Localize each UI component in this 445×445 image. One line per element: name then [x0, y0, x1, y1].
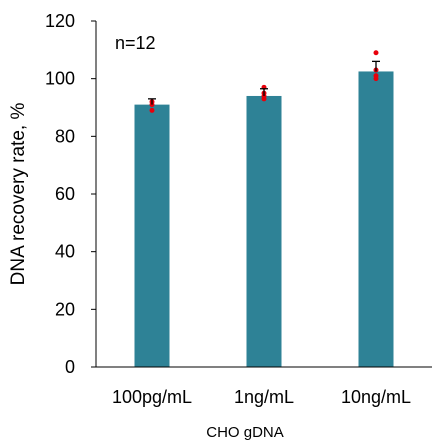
- bar: [246, 95, 282, 367]
- y-tick-label: 60: [55, 184, 75, 204]
- y-tick-label: 0: [65, 357, 75, 377]
- data-point: [373, 50, 379, 56]
- x-tick-label: 10ng/mL: [341, 387, 411, 407]
- data-point: [373, 73, 379, 79]
- x-axis-title: CHO gDNA: [206, 424, 284, 441]
- bars-layer: [134, 71, 394, 367]
- n-annotation: n=12: [115, 33, 156, 53]
- x-ticks: 100pg/mL 1ng/mL 10ng/mL: [112, 387, 411, 407]
- y-tick-label: 20: [55, 299, 75, 319]
- x-tick-label: 100pg/mL: [112, 387, 192, 407]
- y-axis-title: DNA recovery rate, %: [8, 103, 29, 286]
- y-ticks: 0 20 40 60 80 100 120: [45, 11, 96, 377]
- y-tick-label: 80: [55, 126, 75, 146]
- data-point: [149, 107, 155, 113]
- x-tick-label: 1ng/mL: [234, 387, 294, 407]
- y-tick-label: 120: [45, 11, 75, 31]
- bar: [358, 71, 394, 367]
- bar: [134, 104, 170, 367]
- y-tick-label: 40: [55, 242, 75, 262]
- y-tick-label: 100: [45, 69, 75, 89]
- errorbars-layer: [148, 60, 380, 105]
